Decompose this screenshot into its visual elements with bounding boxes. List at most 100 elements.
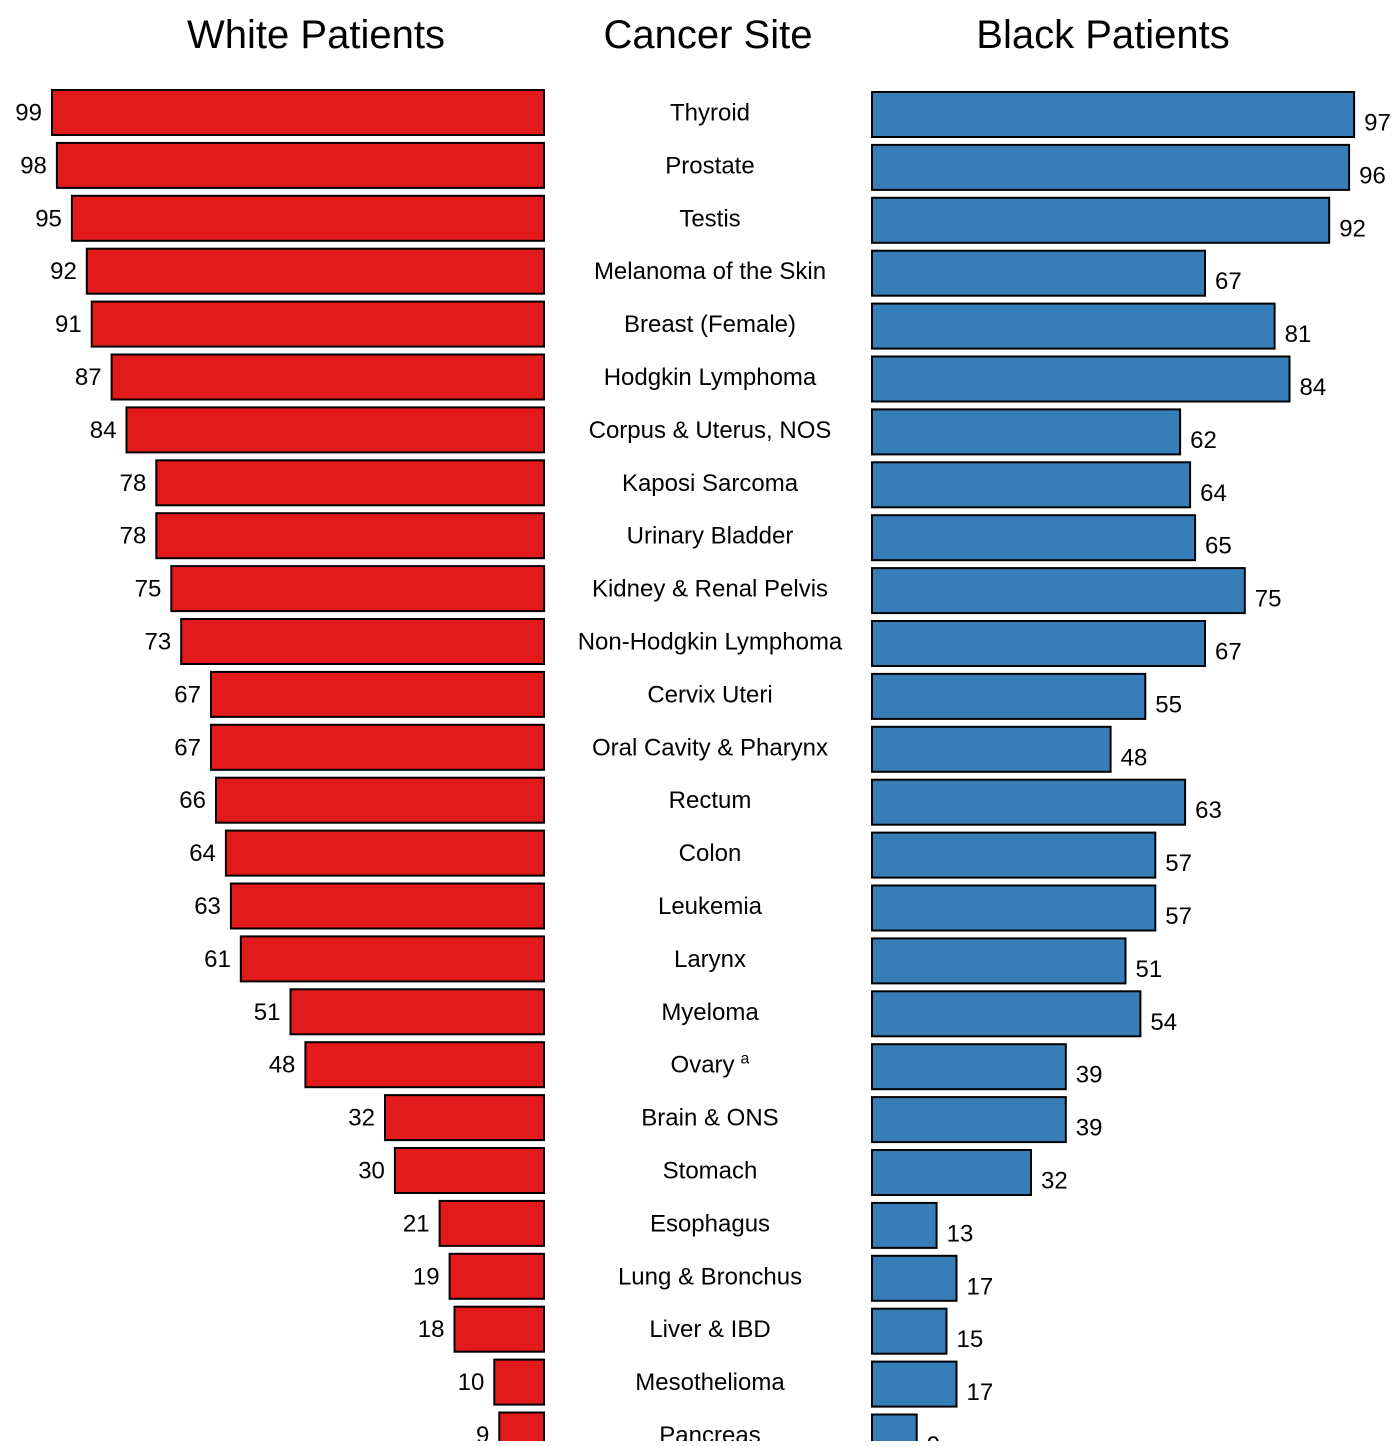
footnote-marker: a xyxy=(741,1051,750,1068)
value-label-white-colon: 64 xyxy=(189,840,216,867)
value-label-white-thyroid: 99 xyxy=(15,100,42,127)
bar-white-rectum xyxy=(215,776,545,824)
category-label-hodgkin-lymphoma: Hodgkin Lymphoma xyxy=(604,364,817,391)
value-label-white-urinary-bladder: 78 xyxy=(120,523,147,550)
bar-black-hodgkin-lymphoma xyxy=(871,355,1291,403)
value-label-black-rectum: 63 xyxy=(1195,797,1222,824)
bar-white-leukemia xyxy=(229,882,545,930)
category-label-larynx: Larynx xyxy=(674,946,746,973)
category-label-leukemia: Leukemia xyxy=(658,893,763,920)
bar-white-breast-female xyxy=(90,300,545,348)
value-label-black-colon: 57 xyxy=(1165,850,1192,877)
category-label-oral-cavity-pharynx: Oral Cavity & Pharynx xyxy=(592,734,828,761)
category-label-lung-bronchus: Lung & Bronchus xyxy=(618,1263,802,1290)
bar-black-kidney-renal-pelvis xyxy=(871,567,1246,615)
value-label-black-myeloma: 54 xyxy=(1150,1009,1177,1036)
category-label-urinary-bladder: Urinary Bladder xyxy=(627,523,794,550)
bar-black-liver-ibd xyxy=(871,1307,948,1355)
bar-black-kaposi-sarcoma xyxy=(871,461,1192,509)
category-label-colon: Colon xyxy=(679,840,742,867)
value-label-white-oral-cavity-pharynx: 67 xyxy=(174,734,201,761)
value-label-black-liver-ibd: 15 xyxy=(957,1326,984,1353)
bar-black-larynx xyxy=(871,937,1127,985)
category-label-cervix-uteri: Cervix Uteri xyxy=(647,681,772,708)
value-label-black-non-hodgkin-lymphoma: 67 xyxy=(1215,639,1242,666)
category-label-kidney-renal-pelvis: Kidney & Renal Pelvis xyxy=(592,576,828,603)
category-label-stomach: Stomach xyxy=(663,1158,758,1185)
bar-white-myeloma xyxy=(289,988,545,1036)
value-label-white-stomach: 30 xyxy=(358,1158,385,1185)
bar-white-corpus-uterus-nos xyxy=(125,406,545,454)
value-label-black-leukemia: 57 xyxy=(1165,903,1192,930)
value-label-white-testis: 95 xyxy=(35,205,62,232)
bar-white-pancreas xyxy=(498,1411,545,1446)
value-label-black-lung-bronchus: 17 xyxy=(967,1273,994,1300)
bar-white-lung-bronchus xyxy=(448,1252,546,1300)
category-label-kaposi-sarcoma: Kaposi Sarcoma xyxy=(622,470,799,497)
value-label-white-ovary: 48 xyxy=(269,1052,296,1079)
category-label-esophagus: Esophagus xyxy=(650,1210,770,1237)
value-label-black-urinary-bladder: 65 xyxy=(1205,533,1232,560)
value-label-white-liver-ibd: 18 xyxy=(418,1316,445,1343)
value-label-black-corpus-uterus-nos: 62 xyxy=(1190,427,1217,454)
value-label-black-kidney-renal-pelvis: 75 xyxy=(1255,586,1282,613)
bar-black-breast-female xyxy=(871,302,1276,350)
bar-black-non-hodgkin-lymphoma xyxy=(871,620,1206,667)
value-label-white-kaposi-sarcoma: 78 xyxy=(120,470,147,497)
bar-white-oral-cavity-pharynx xyxy=(210,723,545,771)
value-label-black-ovary: 39 xyxy=(1076,1062,1103,1089)
value-label-black-esophagus: 13 xyxy=(947,1220,974,1247)
value-label-black-testis: 92 xyxy=(1339,215,1366,242)
value-label-white-brain-ons: 32 xyxy=(348,1105,375,1132)
value-label-white-non-hodgkin-lymphoma: 73 xyxy=(144,629,171,656)
value-label-black-brain-ons: 39 xyxy=(1076,1115,1103,1142)
value-label-black-cervix-uteri: 55 xyxy=(1155,691,1182,718)
bar-black-leukemia xyxy=(871,884,1157,932)
bar-black-corpus-uterus-nos xyxy=(871,408,1182,456)
bar-black-testis xyxy=(871,196,1331,244)
heading-white-patients: White Patients xyxy=(187,13,445,57)
category-label-pancreas: Pancreas xyxy=(659,1422,760,1441)
category-label-rectum: Rectum xyxy=(669,787,752,814)
bar-black-colon xyxy=(871,831,1157,879)
bar-white-thyroid xyxy=(51,89,545,136)
bar-black-cervix-uteri xyxy=(871,672,1147,720)
value-label-white-hodgkin-lymphoma: 87 xyxy=(75,364,102,391)
value-label-white-kidney-renal-pelvis: 75 xyxy=(135,576,162,603)
value-label-white-pancreas: 9 xyxy=(476,1422,489,1441)
category-label-non-hodgkin-lymphoma: Non-Hodgkin Lymphoma xyxy=(578,629,843,656)
bar-black-brain-ons xyxy=(871,1096,1067,1144)
value-label-white-melanoma-of-the-skin: 92 xyxy=(50,258,77,285)
value-label-white-prostate: 98 xyxy=(20,152,47,179)
value-label-white-breast-female: 91 xyxy=(55,311,82,338)
bar-white-esophagus xyxy=(438,1199,546,1247)
bar-black-melanoma-of-the-skin xyxy=(871,249,1206,297)
bar-black-oral-cavity-pharynx xyxy=(871,725,1112,773)
bar-black-esophagus xyxy=(871,1201,938,1249)
category-label-myeloma: Myeloma xyxy=(661,999,759,1026)
bar-white-kaposi-sarcoma xyxy=(155,459,546,507)
bar-black-ovary xyxy=(871,1043,1067,1091)
category-label-brain-ons: Brain & ONS xyxy=(641,1105,778,1132)
bar-white-brain-ons xyxy=(384,1094,545,1142)
category-label-corpus-uterus-nos: Corpus & Uterus, NOS xyxy=(589,417,832,444)
value-label-white-rectum: 66 xyxy=(179,787,206,814)
bar-white-cervix-uteri xyxy=(210,670,545,718)
value-label-black-melanoma-of-the-skin: 67 xyxy=(1215,268,1242,295)
bar-black-thyroid xyxy=(871,91,1356,138)
bar-white-testis xyxy=(70,194,546,242)
value-label-white-mesothelioma: 10 xyxy=(458,1369,485,1396)
value-label-black-larynx: 51 xyxy=(1136,956,1163,983)
bar-black-rectum xyxy=(871,778,1187,826)
bar-white-stomach xyxy=(393,1147,545,1194)
value-label-white-leukemia: 63 xyxy=(194,893,221,920)
heading-cancer-site: Cancer Site xyxy=(604,13,813,57)
bar-white-liver-ibd xyxy=(453,1305,545,1353)
value-label-black-stomach: 32 xyxy=(1041,1168,1068,1195)
value-label-white-cervix-uteri: 67 xyxy=(174,681,201,708)
heading-black-patients: Black Patients xyxy=(976,13,1229,57)
bar-black-mesothelioma xyxy=(871,1360,958,1408)
